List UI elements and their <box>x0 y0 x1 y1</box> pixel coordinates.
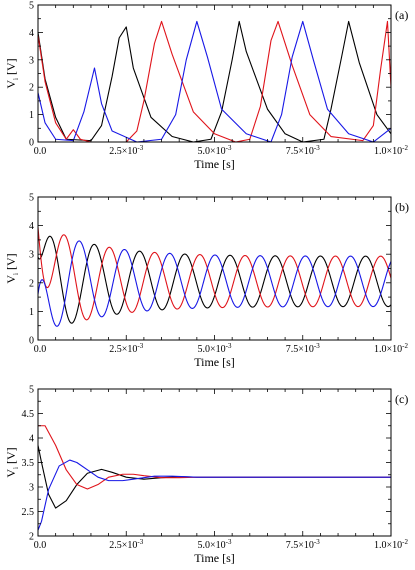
x-tick-label: 7.5×10-3 <box>286 144 320 157</box>
x-tick-label: 7.5×10-3 <box>286 342 320 355</box>
x-tick-label: 1.0×10-2 <box>374 144 408 157</box>
x-tick-label: 5.0×10-3 <box>198 144 232 157</box>
series-line-blue <box>38 20 391 142</box>
series-line-black <box>38 235 391 324</box>
x-tick-label: 5.0×10-3 <box>198 342 232 355</box>
x-axis-title: Time [s] <box>194 551 235 565</box>
panel-1: 0 1 2 3 4 5 0.0 2.5×10-3 5.0×10-3 7.5×10-3 1.0×10-… <box>4 1 408 172</box>
y-tick-label: 3 <box>29 250 34 261</box>
x-tick-label: 2.5×10-3 <box>109 538 143 551</box>
x-tick-label: 0.0 <box>34 146 47 157</box>
y-tick-label: 5 <box>29 385 34 396</box>
plot-frame <box>37 388 392 537</box>
series-line-red <box>38 425 391 490</box>
x-axis-title: Time [s] <box>194 355 235 369</box>
series-line-blue <box>38 459 391 531</box>
panel-label: (c) <box>395 392 408 406</box>
y-tick-label: 4 <box>29 28 34 39</box>
y-tick-label: 1 <box>29 307 34 318</box>
x-tick-label: 0.0 <box>34 540 47 551</box>
y-tick-label: 2 <box>29 278 34 289</box>
x-tick-label: 1.0×10-2 <box>374 342 408 355</box>
x-axis-title: Time [s] <box>194 157 235 171</box>
series-line-red <box>38 20 391 142</box>
y-tick-label: 2 <box>29 83 34 94</box>
x-tick-label: 5.0×10-3 <box>198 538 232 551</box>
y-axis-title: Vi [V] <box>4 58 20 88</box>
y-tick-label: 3 <box>29 483 34 494</box>
y-tick-label: 2.5 <box>22 507 35 518</box>
panel-2: 0 1 2 3 4 5 0.0 2.5×10-3 5.0×10-3 7.5×10-3 1.0×10-… <box>4 193 409 370</box>
series-line-black <box>38 20 391 142</box>
x-tick-label: 7.5×10-3 <box>286 538 320 551</box>
panel-3: 2 2.5 3 3.5 4 4.5 5 0.0 2.5×10-3 5.0×10-3 7.5×10-3… <box>4 385 408 566</box>
y-tick-label: 4 <box>29 221 34 232</box>
series-line-red <box>38 226 391 321</box>
y-tick-label: 0 <box>29 336 34 347</box>
x-tick-label: 2.5×10-3 <box>109 144 143 157</box>
y-tick-label: 4.5 <box>22 409 35 420</box>
y-tick-label: 5 <box>29 1 34 12</box>
panel-label: (a) <box>395 8 408 22</box>
y-tick-label: 5 <box>29 193 34 204</box>
y-tick-label: 2 <box>29 532 34 543</box>
y-tick-label: 3.5 <box>22 458 35 469</box>
plot-frame <box>37 196 392 341</box>
x-tick-label: 0.0 <box>34 344 47 355</box>
y-tick-label: 3 <box>29 55 34 66</box>
series-group <box>38 425 391 531</box>
series-group <box>38 20 391 142</box>
y-tick-label: 4 <box>29 434 34 445</box>
y-axis-title: Vi [V] <box>4 253 20 283</box>
y-axis-title: Vi [V] <box>4 447 20 477</box>
x-tick-label: 1.0×10-2 <box>374 538 408 551</box>
x-tick-label: 2.5×10-3 <box>109 342 143 355</box>
y-tick-label: 1 <box>29 110 34 121</box>
series-group <box>38 226 391 327</box>
y-tick-label: 0 <box>29 138 34 149</box>
panel-label: (b) <box>395 200 409 214</box>
series-line-blue <box>38 240 391 327</box>
